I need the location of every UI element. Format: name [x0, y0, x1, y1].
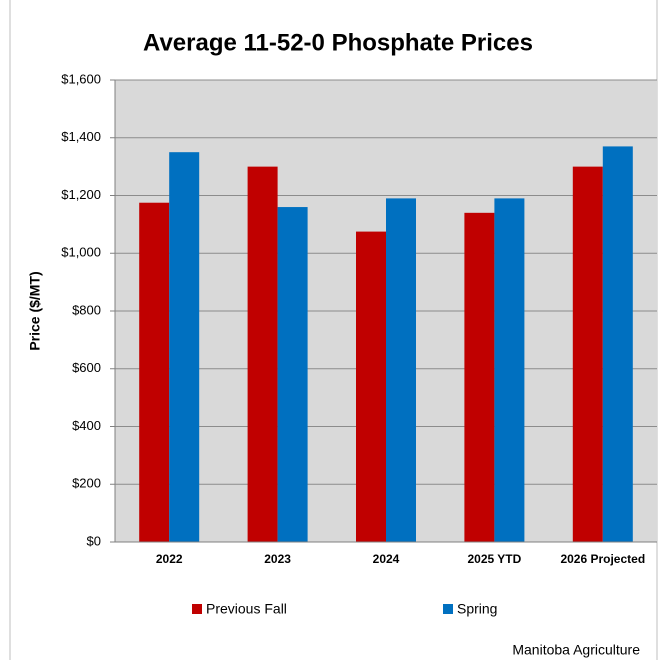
legend-swatch — [443, 604, 453, 614]
x-tick-label: 2022 — [156, 552, 183, 566]
x-tick-label: 2026 Projected — [560, 552, 645, 566]
x-tick-label: 2025 YTD — [467, 552, 521, 566]
bar — [247, 166, 278, 542]
legend-label: Spring — [457, 601, 497, 617]
y-tick-label: $0 — [87, 533, 101, 548]
bar — [277, 207, 308, 543]
bar — [572, 166, 603, 542]
y-axis-label: Price ($/MT) — [27, 271, 43, 350]
bar — [494, 198, 525, 542]
legend-swatch — [192, 604, 202, 614]
x-tick-label: 2024 — [373, 552, 400, 566]
y-tick-label: $1,200 — [61, 187, 101, 202]
x-tick-label: 2023 — [264, 552, 291, 566]
y-tick-label: $400 — [72, 418, 101, 433]
bar — [464, 212, 495, 542]
bar — [169, 152, 200, 542]
chart-title: Average 11-52-0 Phosphate Prices — [143, 29, 533, 56]
bar — [356, 231, 386, 542]
bar — [139, 202, 170, 542]
y-tick-label: $800 — [72, 302, 101, 317]
y-tick-label: $1,600 — [61, 71, 101, 86]
y-tick-label: $1,400 — [61, 129, 101, 144]
source: Manitoba Agriculture — [512, 642, 640, 658]
y-tick-label: $1,000 — [61, 245, 101, 260]
bar — [386, 198, 416, 542]
bar — [602, 146, 633, 542]
y-tick-label: $600 — [72, 360, 101, 375]
y-tick-label: $200 — [72, 476, 101, 491]
legend-label: Previous Fall — [206, 601, 287, 617]
